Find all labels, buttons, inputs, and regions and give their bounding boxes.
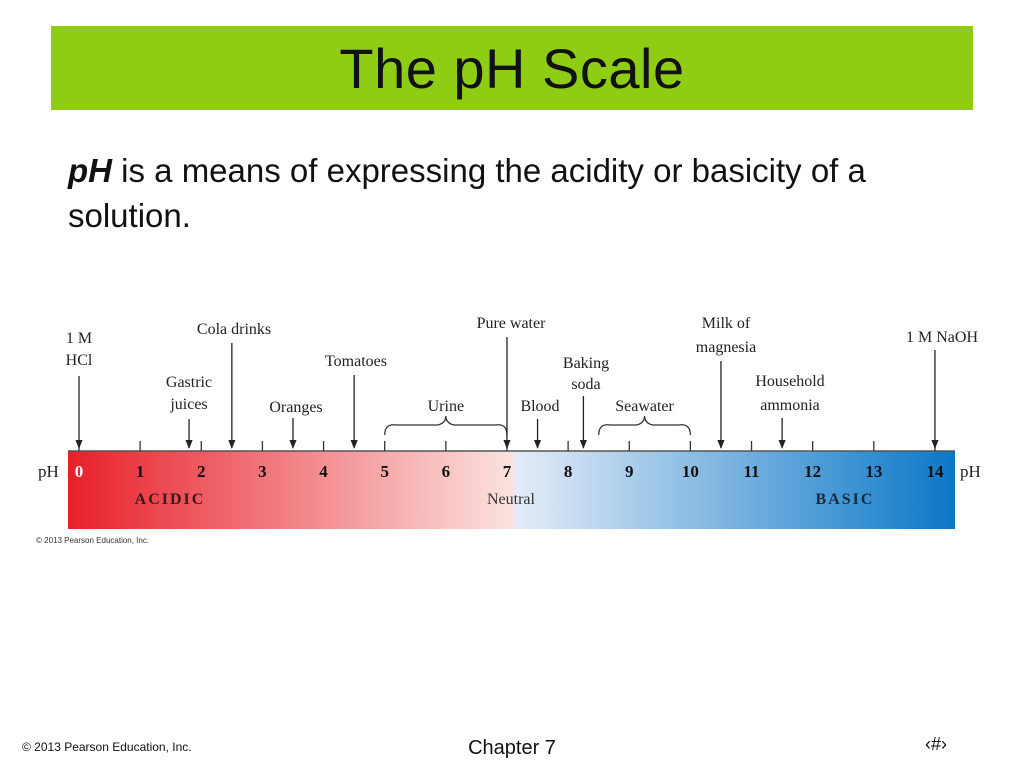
neutral-label: Neutral [487,491,536,508]
substance-label: HCl [66,352,93,369]
slide-title: The pH Scale [339,36,685,100]
body-paragraph: pH is a means of expressing the acidity … [68,148,968,238]
substance-label: magnesia [696,339,756,356]
basic-label: BASIC [816,491,875,508]
substance-label: Cola drinks [197,321,271,338]
ph-scale-bar [68,451,955,529]
tick-label: 10 [682,462,699,481]
tick-label: 11 [744,462,760,481]
footer-copyright: © 2013 Pearson Education, Inc. [22,740,192,754]
tick-label: 7 [503,462,512,481]
substance-label: Urine [428,398,464,415]
tick-label: 12 [804,462,821,481]
diagram-copyright: © 2013 Pearson Education, Inc. [36,536,149,545]
footer-page-number: ‹#› [925,734,947,754]
substance-label: 1 M [66,330,92,347]
tick-label: 4 [319,462,328,481]
tick-label: 8 [564,462,573,481]
body-term: pH [68,152,112,189]
substance-label: Household [755,373,824,390]
range-brace [598,415,692,436]
tick-label: 13 [865,462,882,481]
tick-label: 2 [197,462,206,481]
substance-label: Gastric [166,374,212,391]
substance-label: Tomatoes [325,353,387,370]
tick-label: 5 [380,462,389,481]
body-rest: is a means of expressing the acidity or … [68,152,866,234]
tick-label: 6 [442,462,451,481]
title-bar: The pH Scale [51,26,973,110]
axis-label-right: pH [960,462,981,481]
substance-label: ammonia [760,397,820,414]
tick-label: 0 [75,462,84,481]
substance-label: Blood [520,398,559,415]
substance-label: juices [169,396,207,413]
acidic-label: ACIDIC [135,491,206,508]
axis-label-left: pH [38,462,59,481]
footer-chapter: Chapter 7 [468,737,556,759]
range-brace [384,415,508,436]
tick-label: 3 [258,462,267,481]
substance-label: 1 M NaOH [906,329,978,346]
substance-label: Seawater [615,398,674,415]
substance-label: soda [571,376,600,393]
ph-scale-diagram: 0 1 2 3 4 5 6 7 8 9 10 11 12 13 141 MHClGastricjuicesC… [36,315,981,545]
substance-label: Baking [563,355,609,372]
tick-label: 14 [926,462,944,481]
tick-label: 9 [625,462,634,481]
tick-label: 1 [136,462,145,481]
substance-label: Oranges [269,399,322,416]
substance-label: Pure water [477,315,547,332]
substance-label: Milk of [702,315,751,332]
